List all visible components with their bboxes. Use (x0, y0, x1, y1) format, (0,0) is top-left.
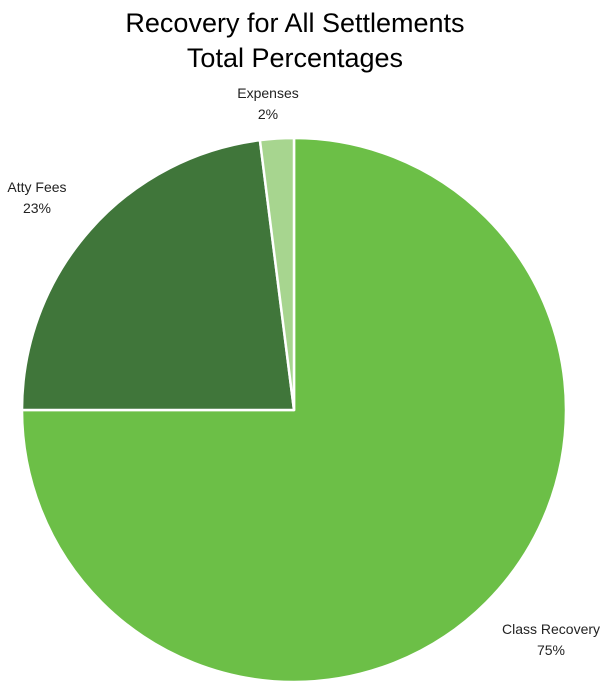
pie-slices (20, 136, 568, 681)
pie-slice-atty-fees (20, 138, 296, 412)
chart-subtitle: Total Percentages (186, 43, 404, 73)
pie-labels: Class Recovery 75% Atty Fees 23% Expenses 2% (7, 85, 600, 658)
pie-slice-class-recovery (20, 136, 568, 681)
slice-label-name: Expenses (237, 85, 298, 101)
slice-label-percent: 2% (258, 106, 278, 122)
chart-title-block: Recovery for All Settlements Total Perce… (0, 6, 590, 76)
slice-label-name: Atty Fees (7, 179, 66, 195)
slice-label-percent: 75% (537, 642, 565, 658)
slice-label-name: Class Recovery (502, 621, 600, 637)
pie-slice-expenses (258, 136, 296, 412)
chart-title: Recovery for All Settlements (125, 8, 465, 38)
slice-label-percent: 23% (23, 200, 51, 216)
